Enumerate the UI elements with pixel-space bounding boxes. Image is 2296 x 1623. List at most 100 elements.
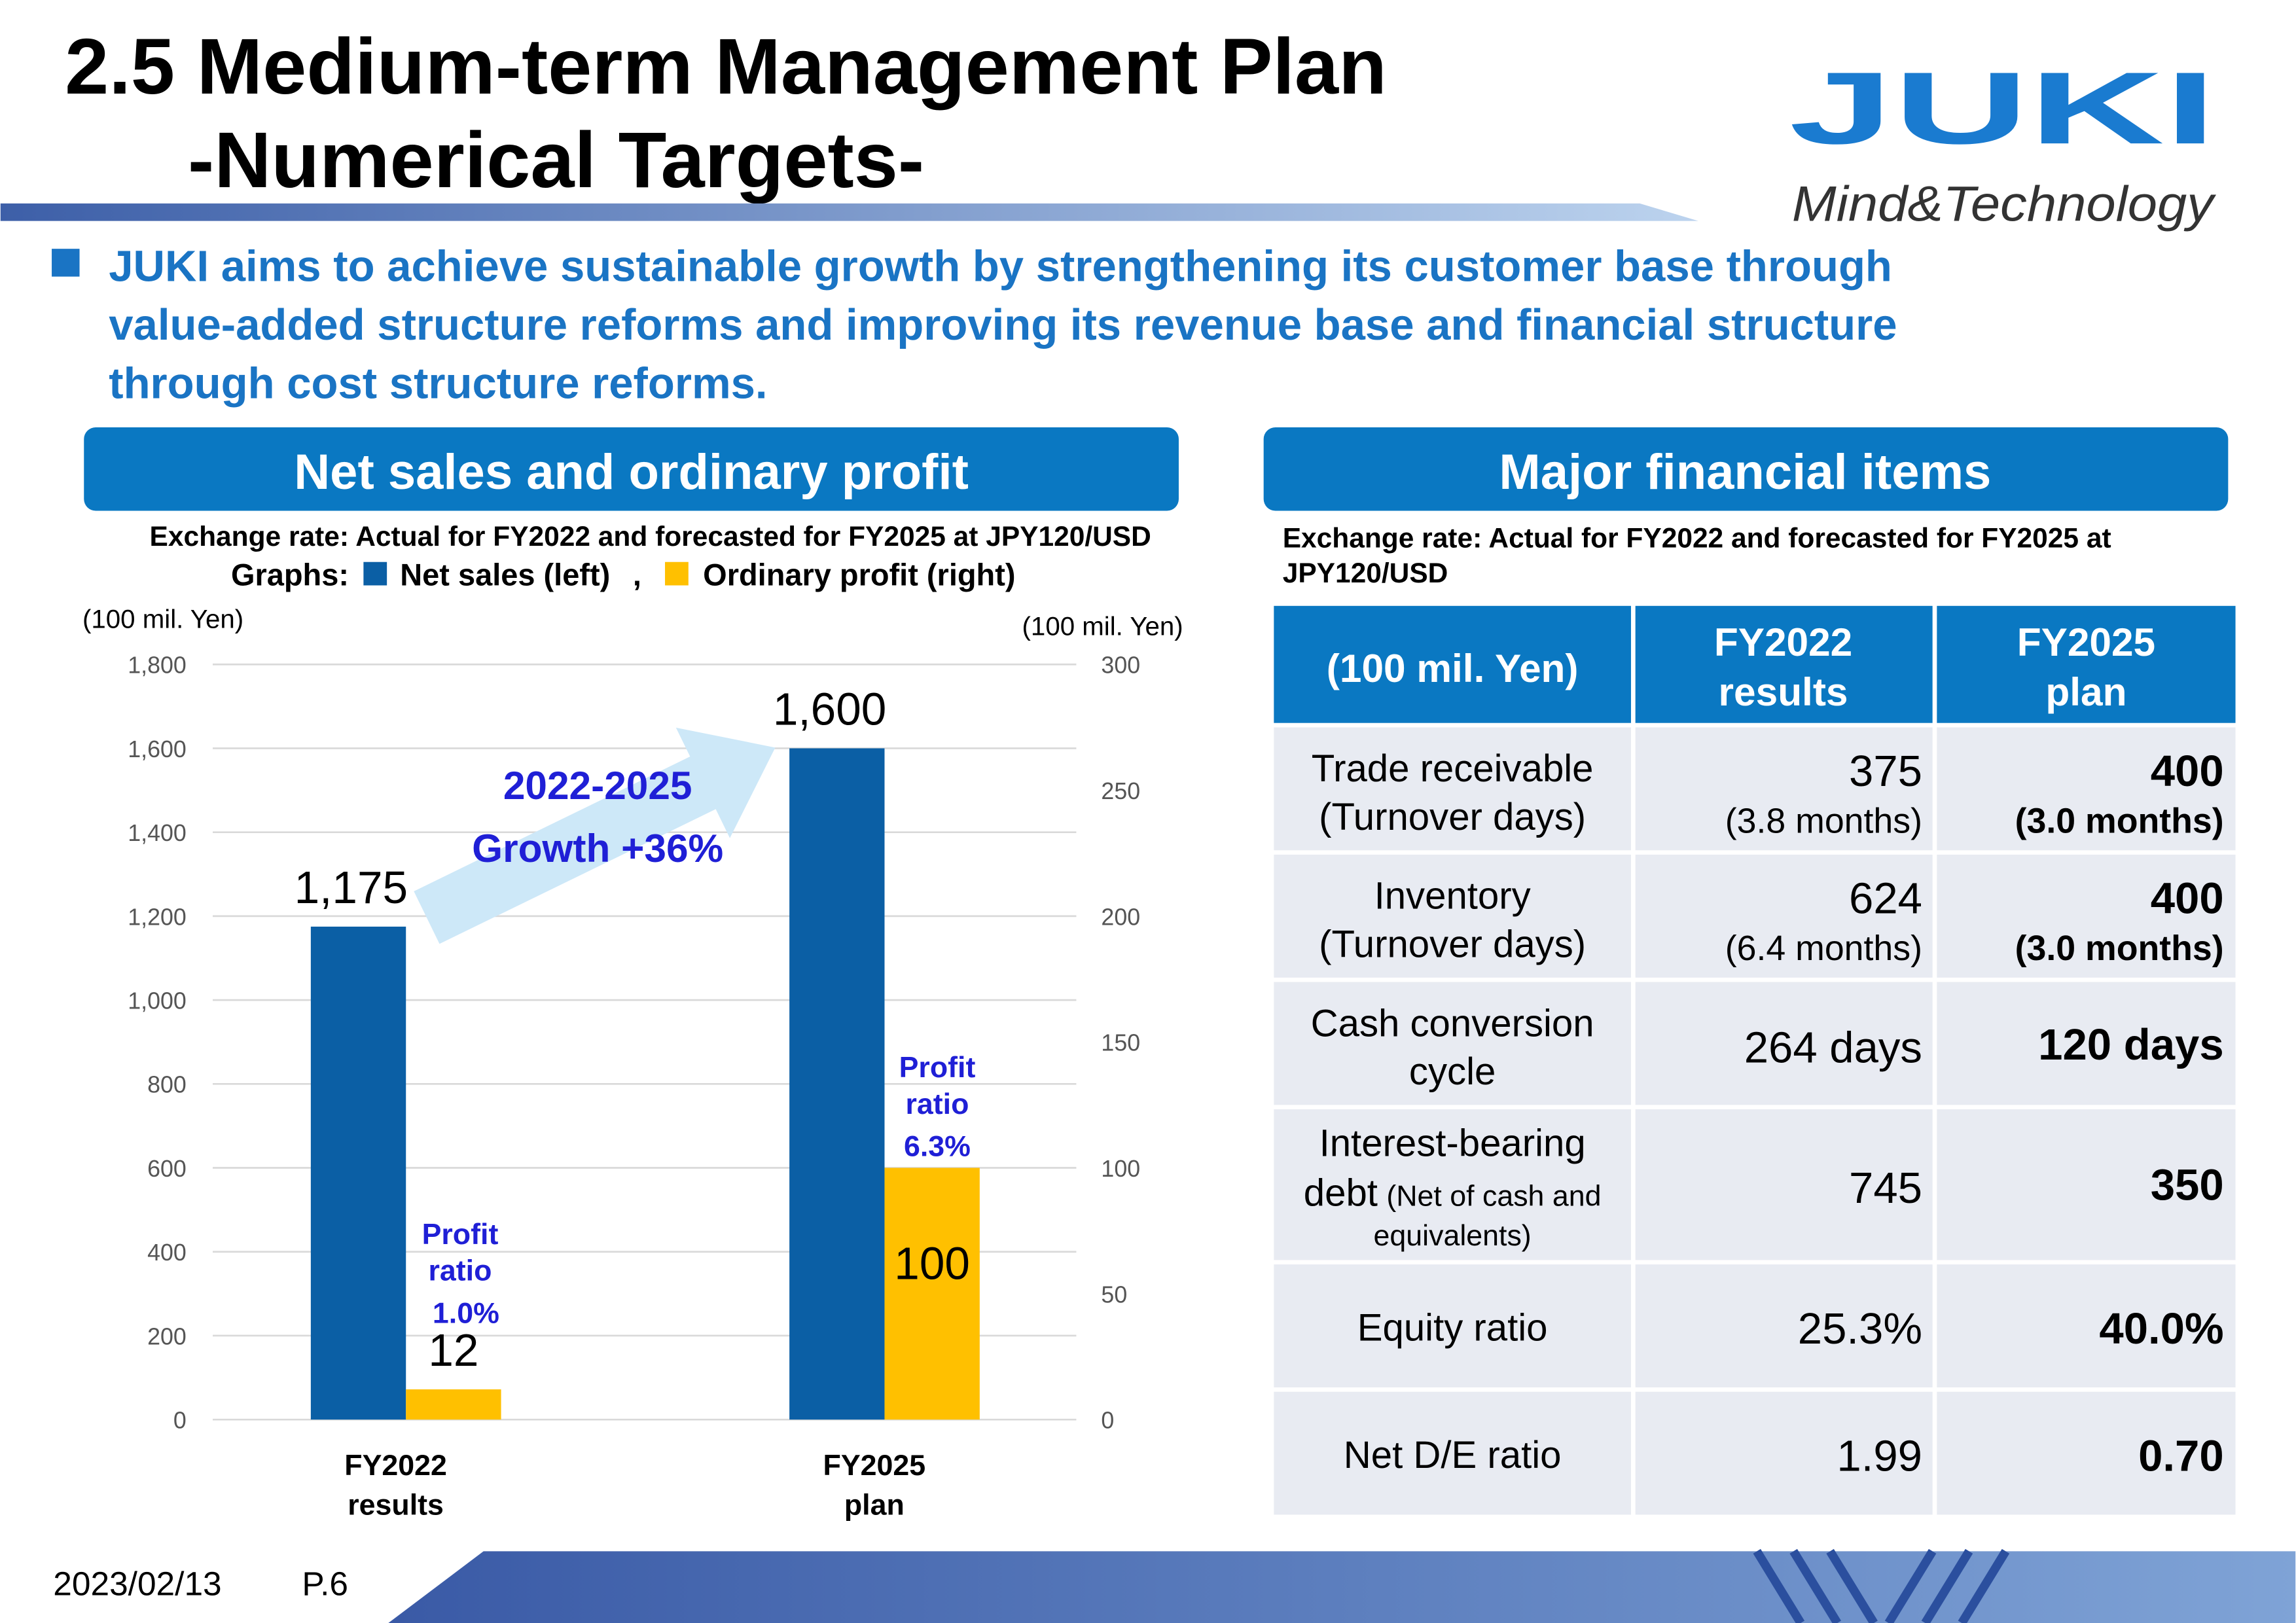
annotation: 2022-2025 xyxy=(503,763,692,808)
table-cell xyxy=(1937,854,2236,978)
growth-arrow xyxy=(414,727,776,944)
y2-tick-label: 150 xyxy=(1101,1030,1140,1056)
table-cell xyxy=(1635,1391,1933,1515)
y-tick-label: 200 xyxy=(147,1323,187,1349)
cell-sub: (6.4 months) xyxy=(1725,929,1922,968)
y2-tick-label: 300 xyxy=(1101,652,1140,679)
table-cell xyxy=(1937,1391,2236,1515)
y-tick-label: 1,200 xyxy=(128,904,187,930)
table-cell xyxy=(1635,1109,1933,1260)
annotation: Profit xyxy=(422,1219,499,1251)
title-bar xyxy=(0,203,1698,221)
title: 2.5 Medium-term Management Plan xyxy=(65,22,1387,111)
section-header xyxy=(1263,427,2229,511)
y-tick-label: 800 xyxy=(147,1072,187,1098)
header-cell xyxy=(1635,605,1933,723)
data-label: 100 xyxy=(894,1238,970,1289)
cell-value: 745 xyxy=(1849,1164,1922,1213)
row-label: debt (Net of cash and xyxy=(1304,1172,1602,1215)
header-text: (100 mil. Yen) xyxy=(1327,646,1579,690)
bar xyxy=(789,748,885,1420)
cell-value: 400 xyxy=(2151,747,2224,796)
row-label: Trade receivable xyxy=(1312,747,1594,790)
header-text: FY2025 xyxy=(2017,620,2155,664)
annotation: Growth +36% xyxy=(472,826,723,870)
x-tick-label: FY2025 xyxy=(823,1450,926,1482)
bar xyxy=(884,1168,980,1420)
header-text: results xyxy=(1719,669,1848,714)
logo-tagline: Mind&Technology xyxy=(1792,177,2216,232)
footer-band xyxy=(388,1551,2296,1623)
cell-value: 25.3% xyxy=(1798,1304,1922,1353)
y2-tick-label: 0 xyxy=(1101,1408,1114,1434)
table-cell xyxy=(1937,1264,2236,1387)
row-label: equivalents) xyxy=(1374,1220,1532,1252)
cell-value: 120 days xyxy=(2038,1020,2223,1069)
annotation: Profit xyxy=(899,1052,976,1084)
row-label-part: (Net of cash and xyxy=(1386,1181,1601,1213)
cell-value: 375 xyxy=(1849,747,1922,796)
header-text: plan xyxy=(2045,669,2126,714)
y2-tick-label: 200 xyxy=(1101,904,1140,930)
cell-value: 350 xyxy=(2151,1161,2224,1210)
data-label: 1,600 xyxy=(773,684,886,735)
cell-sub: (3.0 months) xyxy=(2015,929,2224,968)
header-cell xyxy=(1274,605,1631,723)
bar xyxy=(406,1389,501,1420)
row-label: Interest-bearing xyxy=(1319,1122,1586,1165)
data-label: 1,175 xyxy=(295,862,408,913)
cell-value: 264 days xyxy=(1744,1024,1922,1073)
y2-tick-label: 100 xyxy=(1101,1156,1140,1182)
legend-swatch xyxy=(665,562,689,586)
y-axis-label: (100 mil. Yen) xyxy=(82,604,243,633)
cell-value: 0.70 xyxy=(2138,1431,2224,1480)
annotation: 1.0% xyxy=(433,1298,499,1330)
row-label: Cash conversion xyxy=(1311,1002,1594,1044)
footer-page: P.6 xyxy=(302,1565,348,1603)
bullet-text: value-added structure reforms and improv… xyxy=(109,300,1897,349)
y2-tick-label: 50 xyxy=(1101,1281,1127,1308)
y-tick-label: 1,600 xyxy=(128,736,187,762)
row-label: (Turnover days) xyxy=(1319,923,1586,966)
row-label: (Turnover days) xyxy=(1319,796,1586,838)
table-note: Exchange rate: Actual for FY2022 and for… xyxy=(1283,523,2111,554)
cell-value: 40.0% xyxy=(2099,1304,2223,1353)
table-cell xyxy=(1937,1109,2236,1260)
cell-sub: (3.8 months) xyxy=(1725,801,1922,840)
y-tick-label: 0 xyxy=(173,1408,187,1434)
table-cell xyxy=(1274,1264,1631,1387)
y-tick-label: 600 xyxy=(147,1156,187,1182)
row-label: Net D/E ratio xyxy=(1344,1434,1562,1476)
legend-separator: , xyxy=(633,557,641,592)
header-cell xyxy=(1937,605,2236,723)
table-cell xyxy=(1274,854,1631,978)
section-header xyxy=(84,427,1179,511)
data-label: 12 xyxy=(428,1325,478,1376)
row-label: Inventory xyxy=(1374,875,1531,918)
legend-prefix: Graphs: xyxy=(231,557,349,592)
y-tick-label: 400 xyxy=(147,1240,187,1266)
header-text: FY2022 xyxy=(1714,620,1852,664)
title: -Numerical Targets- xyxy=(188,116,924,204)
bullet-text: JUKI aims to achieve sustainable growth … xyxy=(109,241,1892,291)
annotation: 6.3% xyxy=(904,1131,971,1163)
chart-subtitle: Exchange rate: Actual for FY2022 and for… xyxy=(150,522,1151,552)
table-title: Major financial items xyxy=(1499,444,1991,500)
table-cell xyxy=(1635,982,1933,1105)
table-cell xyxy=(1635,1264,1933,1387)
table-cell xyxy=(1937,727,2236,851)
row-label: Equity ratio xyxy=(1357,1306,1548,1349)
y-tick-label: 1,400 xyxy=(128,820,187,846)
cell-value: 400 xyxy=(2151,874,2224,923)
plot: 0 200 400 600 800 1,000 1,200 1,400 1,600 1,800 0 5… xyxy=(128,652,1140,1522)
y2-tick-label: 250 xyxy=(1101,778,1140,804)
x-tick-label: plan xyxy=(844,1489,905,1522)
table-note: JPY120/USD xyxy=(1283,558,1448,589)
table-cell xyxy=(1274,1391,1631,1515)
table-cell xyxy=(1635,727,1933,851)
bullet-marker xyxy=(52,249,80,277)
table-cell xyxy=(1274,982,1631,1105)
bar xyxy=(310,926,406,1420)
y2-axis-label: (100 mil. Yen) xyxy=(1022,612,1183,641)
